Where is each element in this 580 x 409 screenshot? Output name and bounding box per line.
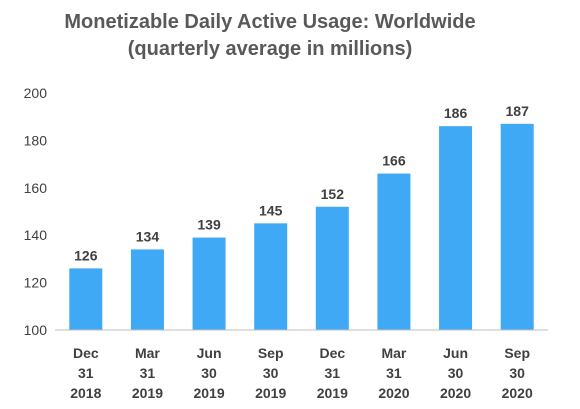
x-tick-label: 2019 (255, 385, 286, 401)
data-label: 145 (259, 202, 283, 218)
data-label: 126 (74, 247, 98, 263)
y-tick-label: 100 (24, 322, 48, 338)
x-tick-label: 2019 (132, 385, 163, 401)
bar (377, 173, 411, 330)
x-tick-label: Dec (319, 345, 345, 361)
data-label: 134 (136, 228, 160, 244)
x-tick-label: Mar (381, 345, 406, 361)
data-label: 139 (197, 217, 221, 233)
x-tick-label: Jun (443, 345, 468, 361)
bar (439, 126, 473, 331)
data-label: 187 (506, 103, 530, 119)
x-tick-label: 2020 (378, 385, 409, 401)
data-label: 186 (444, 105, 468, 121)
chart-subtitle: (quarterly average in millions) (127, 38, 413, 60)
x-tick-label: 30 (509, 365, 525, 381)
bar (500, 123, 534, 330)
x-tick-label: 31 (140, 365, 156, 381)
y-tick-label: 160 (24, 180, 48, 196)
x-tick-label: 2020 (502, 385, 533, 401)
x-tick-label: 2019 (317, 385, 348, 401)
data-label: 152 (321, 186, 345, 202)
y-tick-label: 200 (24, 85, 48, 101)
x-tick-label: 2019 (193, 385, 224, 401)
bar (315, 206, 349, 330)
y-tick-label: 120 (24, 275, 48, 291)
bar (192, 237, 226, 330)
y-tick-label: 140 (24, 227, 48, 243)
x-tick-label: 31 (325, 365, 341, 381)
y-tick-label: 180 (24, 132, 48, 148)
bar (69, 268, 103, 330)
x-tick-label: Dec (73, 345, 99, 361)
x-tick-label: 2020 (440, 385, 471, 401)
x-tick-label: 31 (78, 365, 94, 381)
chart-title: Monetizable Daily Active Usage: Worldwid… (64, 11, 476, 33)
x-tick-label: Jun (197, 345, 222, 361)
x-tick-label: 30 (201, 365, 217, 381)
x-tick-label: Sep (504, 345, 530, 361)
x-tick-label: Sep (258, 345, 284, 361)
bar (130, 249, 164, 330)
x-tick-label: 30 (263, 365, 279, 381)
x-tick-label: 31 (386, 365, 402, 381)
data-label: 166 (382, 153, 406, 169)
x-tick-label: 30 (448, 365, 464, 381)
x-tick-label: Mar (135, 345, 160, 361)
bar (254, 223, 288, 330)
x-tick-label: 2018 (70, 385, 101, 401)
